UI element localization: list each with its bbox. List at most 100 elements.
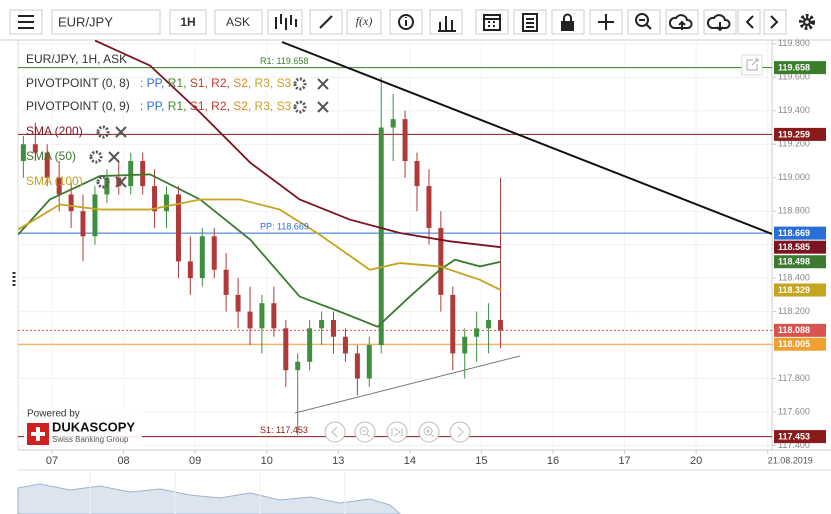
legend-instrument: EUR/JPY, 1H, ASK <box>26 52 127 66</box>
legend-item: R1, <box>164 76 186 90</box>
settings-icon[interactable] <box>96 125 110 139</box>
settings-icon[interactable] <box>293 100 307 114</box>
menu-button[interactable] <box>9 9 43 35</box>
period-select[interactable]: 1H <box>169 9 207 35</box>
info-button[interactable] <box>389 9 423 35</box>
symbol-select[interactable]: EUR/JPY <box>51 9 161 35</box>
overlay: 119.800 119.600 119.400 119.200 119.000 118.8… <box>26 38 826 467</box>
candle-body <box>426 186 432 228</box>
candle-body <box>44 152 50 178</box>
chart-type-button[interactable] <box>267 9 303 35</box>
candle-body <box>498 319 504 331</box>
legend-item: S1, <box>186 99 207 113</box>
calendar-button[interactable] <box>475 9 509 35</box>
legend-item: S2, <box>230 76 251 90</box>
x-tick-label: 17 <box>618 455 630 467</box>
lock-button[interactable] <box>551 9 585 35</box>
sma-line <box>18 198 502 291</box>
price-tag-label: 118.498 <box>778 257 810 267</box>
y-tick-label: 117.800 <box>778 373 810 383</box>
crosshair-button[interactable] <box>589 9 623 35</box>
popout-button[interactable] <box>741 54 763 76</box>
candle-body <box>128 160 134 187</box>
support-line <box>294 355 521 414</box>
candle-body <box>366 345 372 379</box>
settings-button[interactable] <box>799 14 815 30</box>
candle-body <box>211 236 217 270</box>
upload-button[interactable] <box>665 9 699 35</box>
x-tick-label: 20 <box>690 455 702 467</box>
nav-zoom-out[interactable] <box>354 421 376 443</box>
zoom-button[interactable] <box>627 9 661 35</box>
remove-icon[interactable] <box>115 126 127 138</box>
powered-by: Powered by <box>27 409 80 420</box>
candle-body <box>247 311 253 329</box>
y-tick-label: 117.400 <box>778 440 810 450</box>
level-label: PP: 118.669 <box>260 221 309 231</box>
price-tag <box>774 226 826 240</box>
candle-body <box>342 336 348 354</box>
legend-item: R3, <box>251 99 273 113</box>
remove-icon[interactable] <box>317 78 329 90</box>
legend-item: S3 <box>273 99 291 113</box>
price-tag-label: 118.669 <box>778 228 810 238</box>
candle-body <box>319 319 325 329</box>
candle-body <box>486 319 492 329</box>
x-tick-label: 14 <box>404 455 416 467</box>
side-select[interactable]: ASK <box>214 9 263 35</box>
legend: EUR/JPY, 1H, ASK PIVOTPOINT (0, 8) : PP, R… <box>26 52 329 189</box>
candle-body <box>164 194 170 212</box>
legend-indicator: PIVOTPOINT (0, 9) <box>26 99 130 113</box>
remove-icon[interactable] <box>115 176 127 188</box>
nav-back[interactable] <box>324 421 346 443</box>
candle-body <box>378 127 384 346</box>
nav-forward[interactable] <box>449 421 471 443</box>
price-tag-label: 118.088 <box>778 325 810 335</box>
price-tag <box>774 255 826 269</box>
settings-icon[interactable] <box>89 150 103 164</box>
candle-body <box>223 269 229 295</box>
scroll-right-button[interactable] <box>763 9 787 35</box>
navigation <box>324 421 471 443</box>
legend-item: : PP, <box>140 76 164 90</box>
settings-icon[interactable] <box>293 77 307 91</box>
price-tag <box>774 240 826 254</box>
remove-icon[interactable] <box>317 101 329 113</box>
y-tick-label: 118.800 <box>778 206 810 216</box>
price-tag-label: 118.005 <box>778 339 810 349</box>
price-tag-label: 117.453 <box>778 431 810 441</box>
nav-zoom-in[interactable] <box>418 421 440 443</box>
candle-body <box>438 227 444 295</box>
report-button[interactable] <box>513 9 547 35</box>
candle-body <box>152 186 158 212</box>
volume-button[interactable] <box>429 9 463 35</box>
y-tick-label: 119.200 <box>778 139 810 149</box>
download-button[interactable] <box>703 9 737 35</box>
candle-body <box>20 144 26 161</box>
price-tag <box>774 430 826 444</box>
indicators: f(x) <box>356 14 373 28</box>
legend-item: S3 <box>273 76 291 90</box>
price-tag-label: 119.658 <box>778 62 810 72</box>
candle-body <box>295 361 301 371</box>
trend-line <box>281 41 772 235</box>
level-label: S1: 117.453 <box>260 425 308 435</box>
y-tick-label: 118.400 <box>778 273 810 283</box>
nav-reset[interactable] <box>386 421 408 443</box>
x-tick-label: 10 <box>261 455 273 467</box>
candle-body <box>402 119 408 161</box>
settings-icon[interactable] <box>96 175 110 189</box>
scroll-left-button[interactable] <box>737 9 761 35</box>
candle-body <box>92 194 98 237</box>
candle-body <box>140 160 146 187</box>
y-tick-label: 119.600 <box>778 72 810 82</box>
legend-items: : PP, R1, S1, R2, S2, R3, S3 <box>140 76 292 90</box>
period: 1H <box>180 15 195 29</box>
draw-button[interactable] <box>309 9 343 35</box>
indicators-button[interactable]: f(x) <box>346 9 382 35</box>
legend-indicator: PIVOTPOINT (0, 8) <box>26 76 130 90</box>
legend-item: R2, <box>208 76 230 90</box>
remove-icon[interactable] <box>108 151 120 163</box>
candle-body <box>116 177 122 187</box>
x-tick-label: 21.08.2019 <box>768 455 813 465</box>
